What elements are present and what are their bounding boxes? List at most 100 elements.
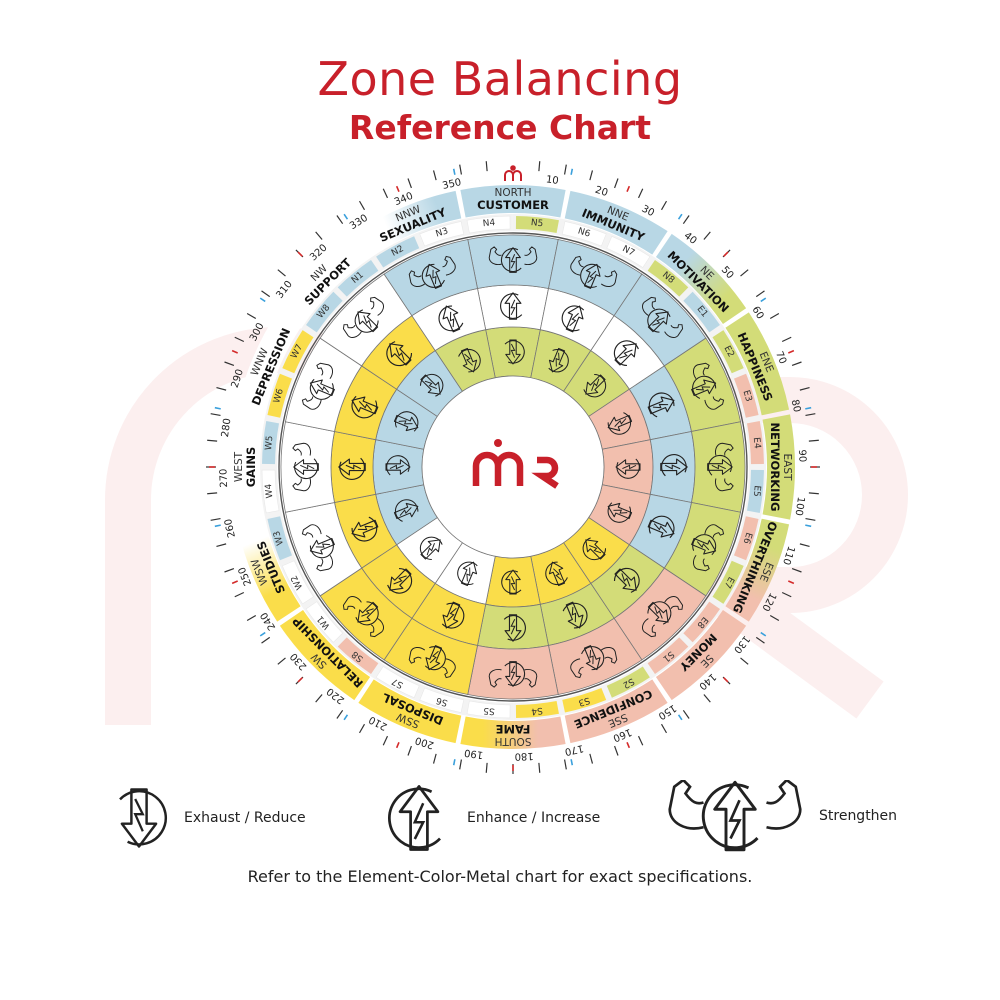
zone-direction-label: NORTH [495, 187, 532, 199]
legend-enhance-label: Enhance / Increase [467, 810, 601, 826]
degree-tick [246, 614, 257, 622]
degree-tick [432, 753, 437, 764]
degree-label: 350 [441, 177, 462, 192]
degree-tick [336, 215, 344, 225]
zone-band-east [762, 414, 795, 520]
strengthen-icon [665, 780, 805, 852]
pada-label-e6: E6 [740, 531, 753, 545]
pada-label-w6: W6 [272, 387, 286, 404]
zone-center-marker [788, 580, 795, 585]
degree-tick [682, 215, 690, 225]
zone-direction-label: SOUTH [495, 735, 532, 747]
center-logo [472, 439, 559, 489]
degree-tick [791, 568, 802, 573]
zone-band-ese [725, 518, 790, 622]
degree-label: 270 [218, 468, 230, 488]
zone-name-label: FAME [495, 722, 530, 736]
pada-label-n6: N6 [577, 226, 592, 239]
pada-cell-n4 [466, 215, 511, 234]
zone-boundary-marker [343, 213, 349, 220]
pada-cell-e7 [712, 560, 744, 604]
degree-label: 170 [564, 742, 585, 757]
pada-cell-n1 [337, 260, 379, 297]
zone-boundary-marker [677, 213, 683, 220]
degree-tick [336, 709, 344, 719]
pada-cell-s4 [515, 700, 559, 718]
degree-tick [382, 735, 389, 746]
degree-tick [459, 164, 463, 175]
zone-band-nw [279, 233, 371, 325]
degree-tick [234, 336, 245, 343]
enhance-icon [388, 785, 442, 851]
degree-label: 280 [220, 418, 233, 438]
pada-cell-s3 [562, 687, 607, 713]
pada-cell-w2 [281, 560, 314, 605]
pada-cell-w7 [282, 330, 314, 374]
zone-boundary-marker [259, 631, 266, 637]
degree-tick [755, 636, 765, 644]
pada-cell-e5 [746, 469, 764, 513]
pada-cell-n3 [419, 221, 465, 247]
center-circle [421, 375, 605, 559]
zone-center-marker [395, 185, 400, 192]
zone-boundary-marker [259, 297, 266, 303]
degree-tick [791, 361, 802, 366]
zone-band-sse [564, 679, 668, 744]
legend-strengthen-label: Strengthen [819, 808, 898, 824]
degree-tick [799, 543, 810, 548]
degree-tick [781, 591, 792, 598]
degree-tick [246, 312, 257, 320]
pada-label-e5: E5 [751, 485, 762, 497]
degree-tick [207, 492, 218, 495]
zone-band-ssw [358, 679, 462, 744]
zone-name-label: CUSTOMER [477, 198, 549, 212]
degree-tick [210, 413, 221, 417]
degree-tick [277, 657, 286, 665]
degree-tick [781, 336, 792, 343]
degree-tick [637, 735, 644, 746]
pada-label-s4: S4 [531, 705, 544, 716]
degree-tick [740, 657, 749, 665]
pada-cell-e2 [712, 330, 744, 374]
zone-boundary-marker [452, 168, 456, 175]
zone-band-sw [279, 609, 371, 701]
degree-tick [358, 723, 366, 734]
pada-label-e2: E2 [722, 344, 736, 359]
degree-label: 80 [789, 399, 802, 414]
degree-tick [703, 231, 711, 240]
degree-tick [799, 386, 810, 391]
degree-tick [589, 170, 594, 181]
zone-boundary-marker [452, 759, 456, 766]
pada-cell-n6 [561, 221, 607, 247]
degree-tick [808, 492, 819, 495]
exhaust-icon [118, 788, 168, 848]
degree-tick [563, 759, 567, 770]
degree-tick [210, 517, 221, 521]
zone-center-marker [626, 742, 631, 749]
degree-label: 20 [594, 185, 609, 199]
pada-label-n3: N3 [435, 226, 450, 239]
zone-center-marker [395, 742, 400, 749]
zone-boundary-marker [760, 297, 767, 303]
degree-tick [407, 745, 412, 756]
degree-tick [563, 164, 567, 175]
degree-tick [224, 361, 235, 366]
zone-band-ene [725, 312, 790, 416]
pada-cell-s2 [606, 666, 650, 698]
degree-label: 190 [464, 747, 484, 760]
degree-tick [485, 762, 488, 773]
degree-tick [407, 178, 412, 189]
zone-boundary-marker [805, 524, 812, 528]
legend-strengthen: Strengthen [665, 780, 897, 852]
degree-tick [637, 188, 644, 199]
degree-tick [315, 231, 323, 240]
degree-tick [769, 614, 780, 622]
zone-boundary-marker [677, 714, 683, 721]
degree-tick [224, 568, 235, 573]
zone-direction-label: WEST [233, 451, 245, 482]
zone-center-marker [231, 580, 238, 585]
zone-center-marker [723, 251, 729, 257]
north-logo-mark [504, 165, 522, 181]
pada-cell-n8 [647, 260, 689, 297]
